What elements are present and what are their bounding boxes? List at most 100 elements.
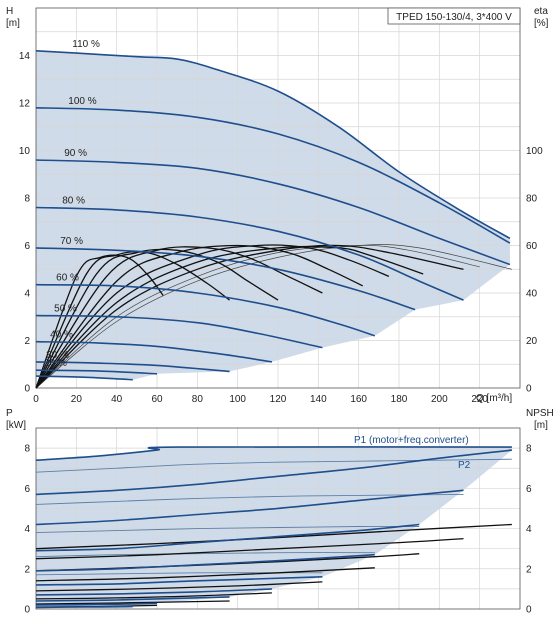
x-axis-label-q: Q [m³/h] (476, 393, 512, 404)
y-axis-label-power: P (6, 408, 13, 419)
efficiency-curve (35, 245, 424, 389)
p1-curve (35, 605, 133, 609)
speed-label: 60 % (56, 273, 79, 284)
y2-axis-label-npsh: NPSH (526, 408, 554, 419)
head-curve (35, 283, 376, 337)
p1-curve (35, 489, 464, 526)
p2-curve (35, 458, 512, 473)
x-tick-label: 20 (71, 394, 83, 405)
bottom-tick-labels: 0 2 4 6 8 0 2 4 6 8 (24, 444, 532, 616)
speed-label: 40 % (50, 330, 73, 341)
x-tick-label: 100 (229, 394, 246, 405)
efficiency-curve (35, 248, 279, 389)
x-tick-label: 80 (192, 394, 204, 405)
p2-series-label: P2 (458, 460, 471, 471)
head-curve (35, 206, 464, 301)
head-efficiency-panel: 110 %100 %90 %80 %70 %60 %50 %40 %30 %20… (6, 6, 549, 405)
p2-curve (35, 552, 375, 558)
y2-axis-label-eta: eta (534, 6, 548, 17)
chart-title: TPED 150-130/4, 3*400 V (396, 12, 512, 23)
y-tick-label: 10 (19, 146, 31, 157)
x-tick-label: 220 (471, 394, 488, 405)
y2-tick-label: 4 (526, 524, 532, 535)
y2-tick-label: 8 (526, 444, 532, 455)
y-tick-label: 8 (24, 444, 30, 455)
p2-curve (35, 493, 464, 505)
x-tick-label: 140 (310, 394, 327, 405)
p1-curve (35, 449, 512, 496)
efficiency-curve (35, 244, 464, 389)
operating-area (36, 50, 510, 380)
y-tick-label: 0 (24, 384, 30, 395)
npsh-curve (35, 592, 272, 600)
efficiency-curves (35, 244, 512, 389)
y-axis-label-head: H (6, 6, 13, 17)
y-tick-label: 4 (24, 289, 30, 300)
y2-tick-label: 0 (526, 384, 532, 395)
top-plot-frame (35, 7, 521, 389)
operating-range-band (36, 50, 510, 380)
x-tick-label: 180 (391, 394, 408, 405)
head-curve (35, 107, 511, 244)
speed-label: 110 % (72, 39, 100, 50)
y-tick-label: 0 (24, 605, 30, 616)
y2-tick-label: 40 (526, 289, 538, 300)
y-tick-label: 2 (24, 336, 30, 347)
p1-series-label: P1 (motor+freq.converter) (354, 435, 469, 446)
head-curve (35, 247, 416, 311)
npsh-curve (35, 567, 375, 582)
speed-label: 70 % (60, 236, 83, 247)
power-npsh-panel: 0 2 4 6 8 0 2 4 6 8 P [kW] NPSH [m] P1 (motor+fre… (6, 408, 554, 616)
head-curve (35, 50, 511, 240)
head-curve (35, 375, 133, 381)
head-curve (35, 340, 273, 363)
speed-label: 90 % (64, 148, 87, 159)
y-axis-unit-power: [kW] (6, 420, 26, 431)
x-tick-label: 0 (33, 394, 39, 405)
y2-tick-label: 100 (526, 146, 543, 157)
p1-curve (35, 446, 512, 461)
efficiency-curve (35, 245, 480, 389)
p1-curve (35, 553, 375, 572)
head-curve (35, 314, 323, 349)
y2-tick-label: 0 (526, 605, 532, 616)
p1-curve (35, 523, 420, 552)
npsh-curve (35, 581, 323, 592)
p1-curve (35, 588, 272, 596)
top-tick-labels: 0 20 40 60 80 100 120 140 160 180 200 2200246810121… (19, 51, 543, 405)
y2-tick-label: 20 (526, 336, 538, 347)
speed-label: 30 % (46, 350, 69, 361)
y2-axis-unit-npsh: [m] (534, 420, 548, 431)
speed-labels: 110 % 100 % 90 % 80 % 70 % 60 % 50 % 40 % 30 %20… (44, 39, 100, 369)
y-axis-unit-head: [m] (6, 18, 20, 29)
efficiency-curve (35, 246, 323, 389)
p1-curve (35, 602, 158, 606)
efficiency-curve (35, 244, 363, 389)
y-tick-label: 2 (24, 564, 30, 575)
p2-curve (35, 526, 420, 534)
speed-label: 20 % (44, 358, 67, 369)
efficiency-curve (35, 254, 164, 389)
y2-axis-unit-eta: [%] (534, 18, 549, 29)
speed-label: 80 % (62, 196, 85, 207)
x-tick-label: 200 (431, 394, 448, 405)
y-tick-label: 6 (24, 484, 30, 495)
efficiency-curve (35, 244, 512, 389)
head-curve (35, 159, 511, 266)
y2-tick-label: 80 (526, 194, 538, 205)
y2-tick-label: 2 (526, 564, 532, 575)
title-box (387, 7, 521, 25)
head-curve (35, 361, 230, 373)
p1-curve (35, 576, 323, 586)
x-tick-label: 160 (350, 394, 367, 405)
speed-label: 100 % (68, 96, 96, 107)
npsh-curve (35, 600, 230, 605)
head-curves (35, 50, 511, 381)
x-tick-label: 120 (270, 394, 287, 405)
speed-label: 50 % (54, 304, 77, 315)
npsh-curve (35, 537, 464, 560)
y-tick-label: 4 (24, 524, 30, 535)
y-tick-label: 6 (24, 241, 30, 252)
bottom-plot-frame (35, 427, 521, 610)
